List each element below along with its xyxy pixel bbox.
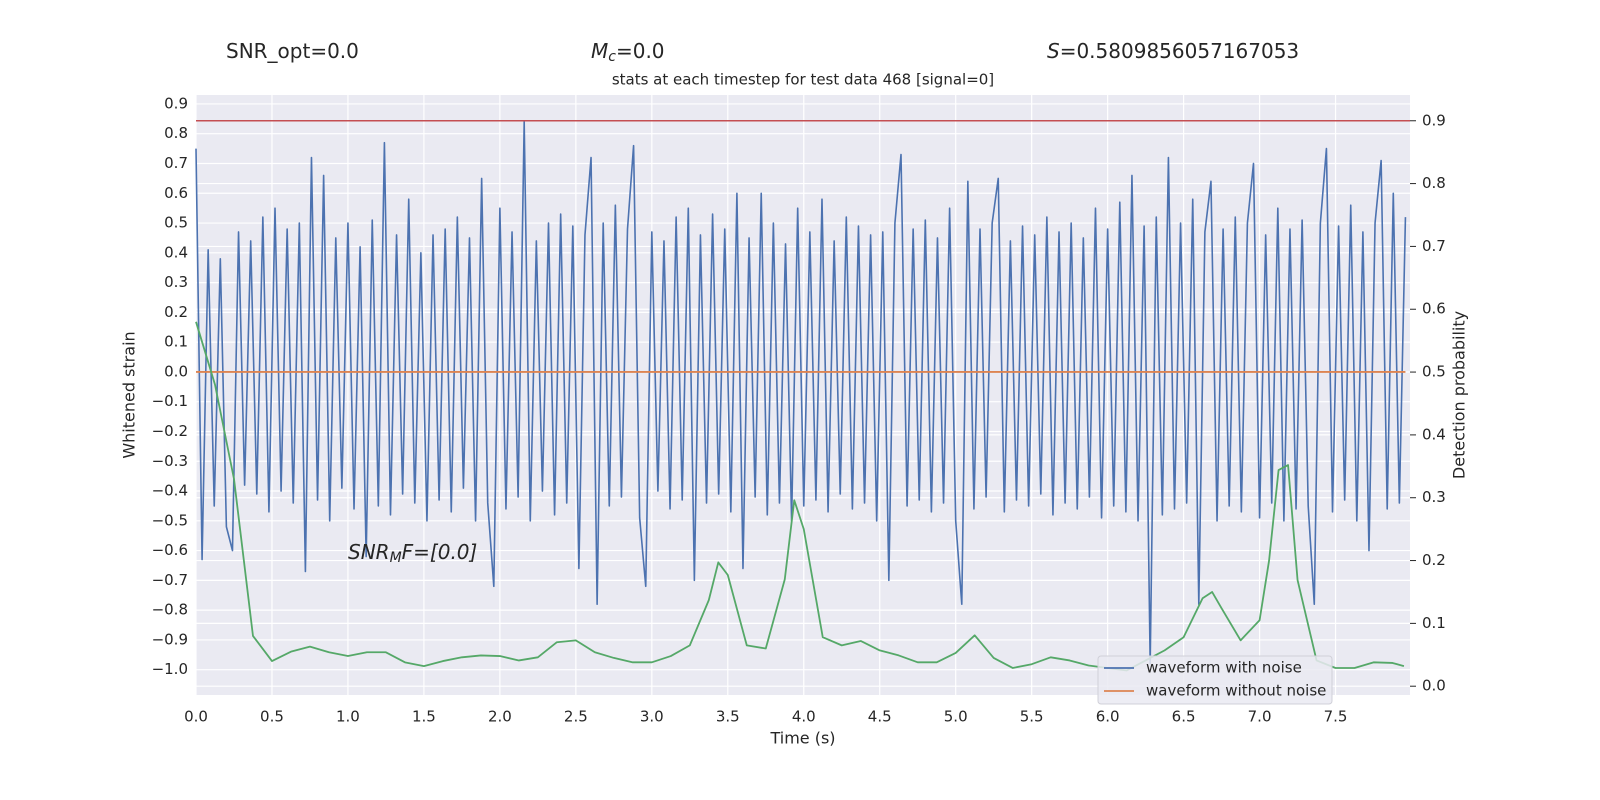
legend: waveform with noise waveform without nois… bbox=[1097, 655, 1333, 705]
x-tick-label: 3.0 bbox=[640, 708, 664, 726]
x-tick-label: 1.5 bbox=[412, 708, 436, 726]
stat-text: S=0.5809856057167053 bbox=[1047, 39, 1299, 63]
y2-tick-label: 0.2 bbox=[1422, 551, 1446, 569]
x-tick-label: 2.5 bbox=[564, 708, 588, 726]
y-axis-label: Whitened strain bbox=[120, 331, 139, 458]
y-tick-label: −0.3 bbox=[152, 452, 188, 470]
y-tick-label: −0.5 bbox=[152, 511, 188, 529]
y-tick-label: −0.6 bbox=[152, 541, 188, 559]
y-tick-label: −0.7 bbox=[152, 571, 188, 589]
y-tick-label: 0.9 bbox=[164, 94, 188, 112]
x-tick-label: 5.5 bbox=[1020, 708, 1044, 726]
stat-text: SNRMF=[0.0] bbox=[348, 540, 477, 567]
y2-tick-label: 0.9 bbox=[1422, 111, 1446, 129]
legend-box bbox=[1097, 655, 1333, 705]
text-part: F=[0.0] bbox=[402, 540, 478, 564]
x-tick-label: 0.0 bbox=[184, 708, 208, 726]
y-tick-label: 0.1 bbox=[164, 333, 188, 351]
x-tick-label: 7.5 bbox=[1324, 708, 1348, 726]
x-tick-label: 6.0 bbox=[1096, 708, 1120, 726]
text-part: =0.0 bbox=[616, 39, 665, 63]
x-tick-label: 4.5 bbox=[868, 708, 892, 726]
x-tick-label: 5.0 bbox=[944, 708, 968, 726]
y-tick-label: 0.4 bbox=[164, 243, 188, 261]
text-part: S bbox=[1047, 39, 1060, 63]
x-tick-label: 2.0 bbox=[488, 708, 512, 726]
y2-tick-label: 0.8 bbox=[1422, 174, 1446, 192]
y2-axis-label: Detection probability bbox=[1450, 311, 1469, 479]
y-tick-label: 0.7 bbox=[164, 154, 188, 172]
y-tick-label: −0.4 bbox=[152, 482, 188, 500]
y2-tick-label: 0.3 bbox=[1422, 488, 1446, 506]
y2-tick-label: 0.5 bbox=[1422, 363, 1446, 381]
plot-area bbox=[196, 95, 1410, 695]
y2-tick-label: 0.6 bbox=[1422, 300, 1446, 318]
y2-tick-label: 0.4 bbox=[1422, 425, 1446, 443]
series-line bbox=[195, 321, 1405, 672]
legend-label: waveform with noise bbox=[1146, 659, 1302, 677]
text-subscript: c bbox=[608, 49, 616, 65]
y-tick-label: 0.2 bbox=[164, 303, 188, 321]
x-tick-label: 0.5 bbox=[260, 708, 284, 726]
y2-tick-label: 0.7 bbox=[1422, 237, 1446, 255]
x-tick-label: 3.5 bbox=[716, 708, 740, 726]
y-tick-label: −0.1 bbox=[152, 392, 188, 410]
y-tick-label: −0.2 bbox=[152, 422, 188, 440]
y-tick-label: −0.8 bbox=[152, 601, 188, 619]
chart-title: stats at each timestep for test data 468… bbox=[612, 71, 994, 89]
text-subscript: M bbox=[390, 550, 402, 566]
y-tick-label: −0.9 bbox=[152, 630, 188, 648]
marks bbox=[195, 119, 1410, 672]
y-tick-label: 0.6 bbox=[164, 184, 188, 202]
y2-tick-label: 0.0 bbox=[1422, 677, 1446, 695]
stat-text: Mc=0.0 bbox=[591, 39, 665, 66]
x-tick-label: 4.0 bbox=[792, 708, 816, 726]
text-part: M bbox=[591, 39, 608, 63]
y-tick-label: 0.8 bbox=[164, 124, 188, 142]
text-part: SNR bbox=[348, 540, 390, 564]
series-line bbox=[195, 121, 1407, 665]
x-tick-label: 7.0 bbox=[1248, 708, 1272, 726]
y2-tick-label: 0.1 bbox=[1422, 614, 1446, 632]
y-tick-label: 0.5 bbox=[164, 214, 188, 232]
legend-label: waveform without noise bbox=[1146, 682, 1326, 700]
y-tick-label: −1.0 bbox=[152, 660, 188, 678]
stat-text: SNR_opt=0.0 bbox=[226, 39, 359, 63]
text-part: SNR_opt=0.0 bbox=[226, 39, 359, 63]
x-tick-label: 6.5 bbox=[1172, 708, 1196, 726]
y-tick-label: 0.3 bbox=[164, 273, 188, 291]
x-tick-label: 1.0 bbox=[336, 708, 360, 726]
y-tick-label: 0.0 bbox=[164, 362, 188, 380]
x-axis-label: Time (s) bbox=[769, 729, 835, 748]
text-part: =0.5809856057167053 bbox=[1060, 39, 1299, 63]
